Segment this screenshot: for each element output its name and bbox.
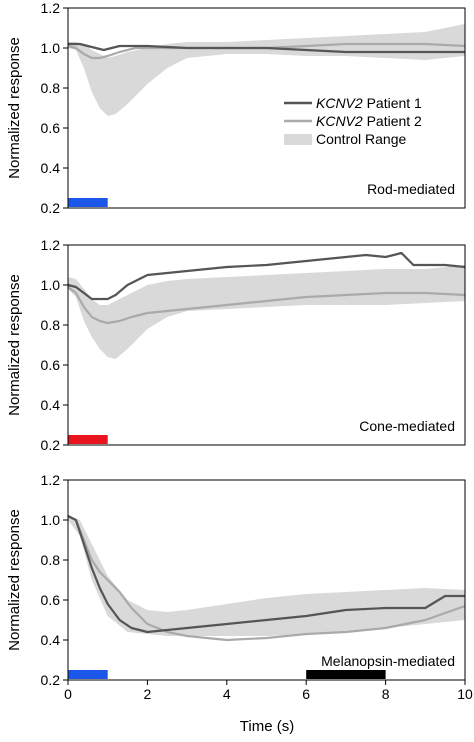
x-tick-label: 2 [144,686,152,702]
panel-label-melanopsin-mediated: Melanopsin-mediated [321,653,455,669]
y-axis-ticks: 0.2 0.4 0.6 0.8 1.0 1.2 [41,0,68,216]
panel-label-rod-mediated: Rod-mediated [367,181,455,197]
y-tick-label: 0.8 [41,552,61,568]
y-axis-ticks: 0.2 0.4 0.6 0.8 1.0 1.2 [41,237,68,453]
y-tick-label: 0.2 [41,437,61,453]
y-tick-label: 0.4 [41,632,61,648]
rod-mediated-panel: 0.2 0.4 0.6 0.8 1.0 1.2 Normalized response R… [6,0,466,216]
y-tick-label: 0.2 [41,200,61,216]
light-stimulus-bar [68,670,108,679]
legend-swatch-control [284,134,312,145]
legend: KCNV2 Patient 1 KCNV2 Patient 2 Control … [284,95,422,147]
control-range-band [68,516,465,636]
y-tick-label: 1.2 [41,0,61,16]
control-range-area [68,516,465,636]
x-axis-label: Time (s) [240,718,294,735]
patient-traces [67,251,466,325]
light-stimulus-bar [68,435,108,444]
legend-label-patient1: KCNV2 Patient 1 [316,95,422,111]
stimulus-bar [68,198,108,207]
x-tick-label: 0 [64,686,72,702]
cone-mediated-panel: 0.2 0.4 0.6 0.8 1.0 1.2 Normalized response C… [6,237,466,453]
control-range-band [68,265,465,359]
patient-traces [67,515,466,642]
patient-traces [67,42,466,60]
panel-label-cone-mediated: Cone-mediated [359,418,455,434]
y-tick-label: 1.2 [41,237,61,253]
plot-frame [67,7,466,209]
patient2-trace [67,515,466,642]
patient1-trace [67,251,466,301]
light-stimulus-bar [68,198,108,207]
melanopsin-mediated-panel: 0.2 0.4 0.6 0.8 1.0 1.2 0 2 4 6 8 10 Normalized re… [6,472,473,702]
patient2-trace [67,286,466,325]
x-tick-label: 6 [302,686,310,702]
y-axis-ticks: 0.2 0.4 0.6 0.8 1.0 1.2 [41,472,68,688]
y-tick-label: 1.0 [41,40,61,56]
second-stimulus-bar [306,670,386,679]
patient1-trace [67,515,465,634]
y-tick-label: 0.6 [41,357,61,373]
plot-frame [67,479,466,681]
y-tick-label: 0.8 [41,80,61,96]
y-axis-label: Normalized response [6,37,23,179]
x-tick-label: 4 [223,686,231,702]
patient2-trace [67,42,466,60]
y-axis-label: Normalized response [6,274,23,416]
y-tick-label: 1.2 [41,472,61,488]
legend-label-control: Control Range [316,131,406,147]
x-axis-ticks: 0 2 4 6 8 10 [64,680,473,702]
y-tick-label: 1.0 [41,512,61,528]
y-tick-label: 0.8 [41,317,61,333]
y-tick-label: 0.6 [41,592,61,608]
y-tick-label: 0.4 [41,160,61,176]
x-tick-label: 10 [457,686,473,702]
y-tick-label: 0.2 [41,672,61,688]
x-tick-label: 8 [382,686,390,702]
y-tick-label: 0.4 [41,397,61,413]
y-tick-label: 1.0 [41,277,61,293]
control-range-area [68,265,465,359]
y-axis-label: Normalized response [6,509,23,651]
stimulus-bar [68,670,386,679]
plot-frame [67,244,466,446]
legend-label-patient2: KCNV2 Patient 2 [316,113,422,129]
patient1-trace [68,42,465,54]
stimulus-bar [68,435,108,444]
y-tick-label: 0.6 [41,120,61,136]
